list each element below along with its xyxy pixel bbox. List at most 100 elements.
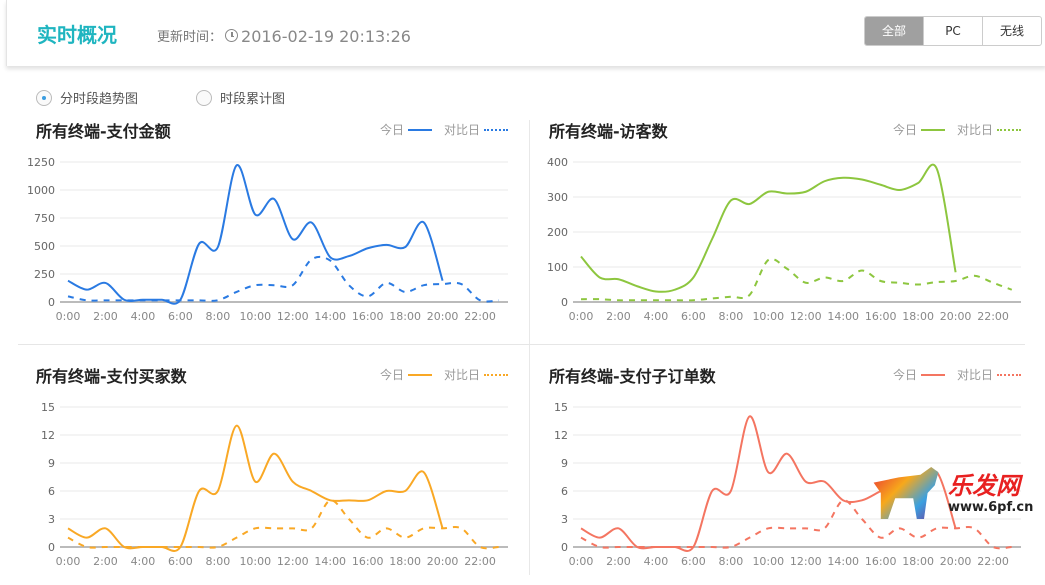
y-tick-label: 250 <box>34 268 55 281</box>
x-tick-label: 14:00 <box>314 555 346 568</box>
x-tick-label: 20:00 <box>427 310 459 323</box>
x-tick-label: 12:00 <box>277 310 309 323</box>
x-tick-label: 16:00 <box>865 555 897 568</box>
x-tick-label: 0:00 <box>569 555 594 568</box>
x-tick-label: 10:00 <box>239 555 271 568</box>
y-tick-label: 15 <box>554 401 568 414</box>
series-line-compare <box>580 499 1012 550</box>
legend-dotted-line-icon <box>997 373 1021 376</box>
series-line-today <box>67 424 444 552</box>
legend-today: 今日 <box>379 368 404 382</box>
x-tick-label: 22:00 <box>977 555 1009 568</box>
x-tick-label: 18:00 <box>389 555 421 568</box>
y-tick-label: 0 <box>561 296 568 309</box>
segment-pc[interactable]: PC <box>923 17 982 45</box>
x-tick-label: 4:00 <box>131 310 156 323</box>
y-tick-label: 1000 <box>27 184 55 197</box>
chart-plot: 0 3 6 9 12 15 0:00 2:00 4:00 6:00 8:00 10:00 12:00 14… <box>554 401 1021 568</box>
y-tick-label: 9 <box>48 457 55 470</box>
page-title: 实时概况 <box>37 23 117 47</box>
y-tick-label: 0 <box>48 541 55 554</box>
watermark-brand: 乐发网 <box>948 472 1020 500</box>
x-tick-label: 2:00 <box>93 310 118 323</box>
y-tick-label: 6 <box>561 485 568 498</box>
legend-solid-line-icon <box>407 373 432 376</box>
y-tick-label: 12 <box>554 429 568 442</box>
legend-solid-line-icon <box>920 373 945 376</box>
x-tick-label: 12:00 <box>790 310 822 323</box>
chart-title: 所有终端-支付子订单数 <box>549 367 716 386</box>
x-tick-label: 6:00 <box>681 555 706 568</box>
x-tick-label: 4:00 <box>644 310 669 323</box>
legend-compare: 对比日 <box>443 123 480 137</box>
chart-pay-suborders: 所有终端-支付子订单数 今日 对比日 0 3 6 9 12 15 0:00 2:00 4:00 6:00… <box>533 360 1033 585</box>
x-tick-label: 2:00 <box>606 555 631 568</box>
chart-visitors: 所有终端-访客数 今日 对比日 0 100 200 300 400 0:00 2:00 4:00 6:… <box>533 115 1033 340</box>
legend-dotted-line-icon <box>484 128 508 131</box>
x-tick-label: 16:00 <box>352 310 384 323</box>
x-tick-label: 10:00 <box>752 310 784 323</box>
y-tick-label: 750 <box>34 212 55 225</box>
x-tick-label: 18:00 <box>902 310 934 323</box>
series-line-compare <box>67 499 499 550</box>
update-label: 更新时间： <box>157 30 223 45</box>
radio-checked-icon <box>36 89 52 106</box>
x-tick-label: 8:00 <box>205 310 230 323</box>
x-tick-label: 20:00 <box>427 555 459 568</box>
x-tick-label: 14:00 <box>827 555 859 568</box>
radio-hourly-trend[interactable]: 分时段趋势图 <box>36 88 138 107</box>
y-tick-label: 0 <box>48 296 55 309</box>
series-line-today <box>580 163 957 293</box>
divider <box>18 344 1025 345</box>
x-tick-label: 6:00 <box>681 310 706 323</box>
x-tick-label: 10:00 <box>239 310 271 323</box>
y-tick-label: 400 <box>547 156 568 169</box>
update-time-value: 2016-02-19 20:13:26 <box>241 27 411 46</box>
x-tick-label: 22:00 <box>464 555 496 568</box>
x-tick-label: 0:00 <box>56 310 81 323</box>
x-tick-label: 10:00 <box>752 555 784 568</box>
x-tick-label: 2:00 <box>606 310 631 323</box>
watermark-logo: 乐发网 www.6pf.cn <box>870 462 1040 527</box>
update-time: 更新时间： 2016-02-19 20:13:26 <box>157 26 411 46</box>
radio-cumulative[interactable]: 时段累计图 <box>196 88 285 107</box>
segment-all[interactable]: 全部 <box>865 17 923 45</box>
x-tick-label: 14:00 <box>314 310 346 323</box>
y-tick-label: 3 <box>48 513 55 526</box>
x-tick-label: 12:00 <box>277 555 309 568</box>
chart-legend: 今日 对比日 <box>893 366 1021 383</box>
x-tick-label: 16:00 <box>865 310 897 323</box>
x-tick-label: 14:00 <box>827 310 859 323</box>
legend-solid-line-icon <box>407 128 432 131</box>
legend-today: 今日 <box>379 123 404 137</box>
y-tick-label: 3 <box>561 513 568 526</box>
x-tick-label: 22:00 <box>464 310 496 323</box>
x-tick-label: 4:00 <box>644 555 669 568</box>
chart-legend: 今日 对比日 <box>380 121 508 138</box>
chart-plot: 0 3 6 9 12 15 0:00 2:00 4:00 6:00 8:00 10:00 12:00 14… <box>41 401 508 568</box>
radio-label: 分时段趋势图 <box>60 92 139 107</box>
x-tick-label: 22:00 <box>977 310 1009 323</box>
legend-compare: 对比日 <box>956 368 993 382</box>
segment-wireless[interactable]: 无线 <box>982 17 1041 45</box>
y-tick-label: 12 <box>41 429 55 442</box>
clock-icon <box>225 29 239 42</box>
legend-compare: 对比日 <box>443 368 480 382</box>
legend-dotted-line-icon <box>484 373 508 376</box>
chart-plot: 0 250 500 750 1000 1250 0:00 2:00 4:00 6:00 8:00 10… <box>27 156 508 323</box>
chart-plot: 0 100 200 300 400 0:00 2:00 4:00 6:00 8:00 10:00 12… <box>547 156 1021 323</box>
y-tick-label: 15 <box>41 401 55 414</box>
series-line-today <box>67 164 444 305</box>
y-tick-label: 6 <box>48 485 55 498</box>
x-tick-label: 6:00 <box>168 310 193 323</box>
bull-logo-icon <box>873 467 939 519</box>
y-tick-label: 300 <box>547 191 568 204</box>
chart-legend: 今日 对比日 <box>380 366 508 383</box>
chart-title: 所有终端-支付金额 <box>36 122 171 141</box>
terminal-segmented-control: 全部 PC 无线 <box>864 16 1042 46</box>
y-tick-label: 500 <box>34 240 55 253</box>
chart-pay-amount: 所有终端-支付金额 今日 对比日 0 250 500 750 1000 1250 0:00 2:00… <box>20 115 520 340</box>
y-tick-label: 200 <box>547 226 568 239</box>
y-tick-label: 0 <box>561 541 568 554</box>
x-tick-label: 0:00 <box>569 310 594 323</box>
